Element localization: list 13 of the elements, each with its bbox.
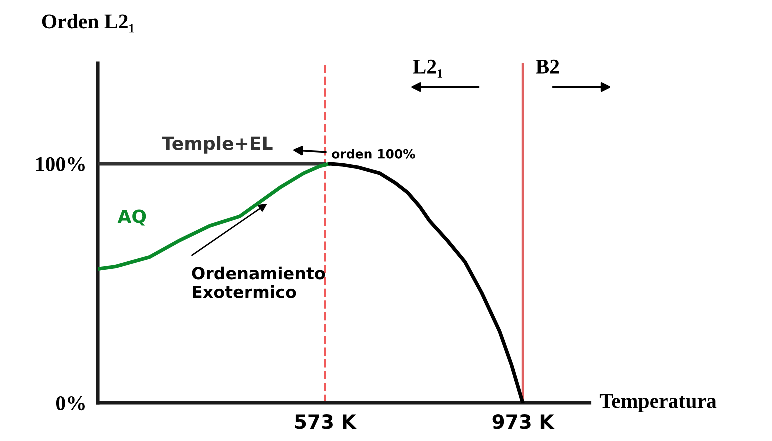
- x-tick-label: 573 K: [295, 414, 357, 430]
- series-label: AQ: [118, 210, 146, 226]
- annotation: B2: [536, 60, 560, 74]
- line-series: [328, 162, 525, 404]
- x-tick-label: 973 K: [492, 414, 555, 430]
- series-label: Temple+EL: [162, 136, 273, 154]
- y-tick-label: 0%: [56, 396, 85, 411]
- annotation: orden 100%: [332, 149, 416, 159]
- y-axis-title: Orden L2₁: [42, 14, 134, 33]
- x-axis-title: Temperatura: [600, 394, 717, 413]
- annotation: Ordenamiento Exotermico: [192, 266, 326, 298]
- annotation: L2₁: [413, 60, 443, 78]
- y-tick-label: 100%: [36, 157, 85, 172]
